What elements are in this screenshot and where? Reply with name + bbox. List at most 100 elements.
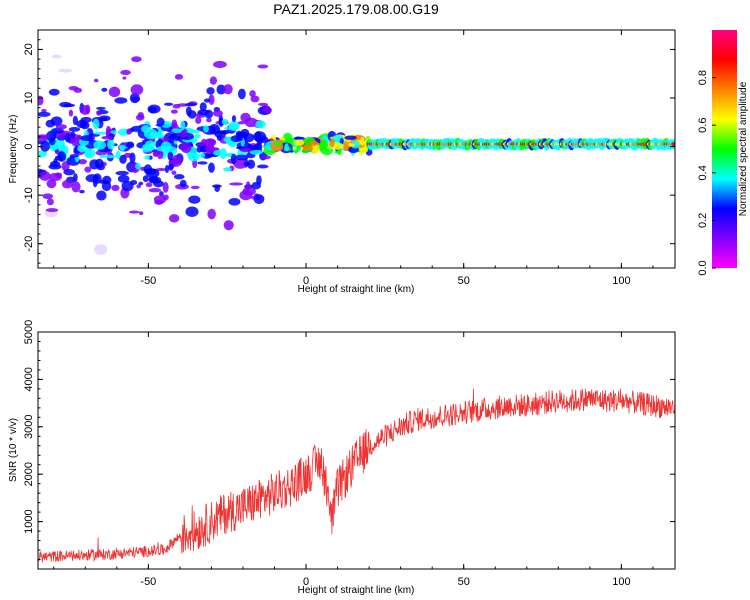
snr-x-tick-label: -50 xyxy=(140,576,156,588)
spectrogram-cell xyxy=(38,150,48,158)
spectrogram-cell xyxy=(199,153,206,159)
spectrogram-cell xyxy=(57,151,66,162)
spectrogram-cell xyxy=(223,220,234,231)
spectrogram-cell xyxy=(55,124,67,130)
spectrogram-cell xyxy=(206,117,212,123)
spectrogram-cell xyxy=(228,197,241,206)
spectrogram-cell xyxy=(50,160,61,168)
spectrogram-cell xyxy=(93,140,106,150)
colorbar-tick-label: 0.0 xyxy=(697,260,709,275)
spectrogram-x-tick-label: 50 xyxy=(458,275,470,287)
spectrogram-cell xyxy=(93,131,108,135)
snr-y-tick-label: 1000 xyxy=(23,509,35,533)
spectrogram-cell xyxy=(134,163,142,170)
spectrogram-cell xyxy=(42,193,54,200)
spectrogram-y-axis-label: Frequency (Hz) xyxy=(8,115,19,184)
spectrogram-cell xyxy=(107,139,115,150)
spectrogram-cell xyxy=(170,109,178,114)
spectrogram-cell xyxy=(230,153,237,165)
snr-x-axis-label: Height of straight line (km) xyxy=(298,585,415,596)
spectrogram-cell xyxy=(302,145,314,151)
snr-y-tick-label: 5000 xyxy=(23,320,35,344)
colorbar-tick-label: 0.2 xyxy=(697,213,709,228)
spectrogram-cell xyxy=(149,131,162,139)
spectrogram-cell xyxy=(68,109,74,117)
spectrogram-cell xyxy=(337,148,342,156)
spectrogram-cell xyxy=(126,128,132,135)
snr-frame xyxy=(37,331,676,570)
spectrogram-cell xyxy=(229,182,243,186)
colorbar-ticks: 0.0 0.2 0.4 0.6 0.8 xyxy=(697,70,716,276)
spectrogram-cell xyxy=(223,84,233,95)
spectrogram-cell xyxy=(249,90,256,98)
spectrogram-cell xyxy=(203,98,211,103)
spectrogram-cell xyxy=(311,143,320,154)
spectrogram-cell xyxy=(68,126,81,132)
spectrogram-marks xyxy=(38,54,675,255)
spectrogram-cell xyxy=(83,148,96,158)
snr-y-tick-label: 2000 xyxy=(23,462,35,486)
spectrogram-cell xyxy=(58,68,73,73)
snr-y-tick-label: 4000 xyxy=(23,367,35,391)
spectrogram-cell xyxy=(197,161,208,165)
spectrogram-cell xyxy=(85,104,91,115)
spectrogram-cell xyxy=(96,190,107,201)
spectrogram-cell xyxy=(246,159,256,169)
spectrogram-cell xyxy=(174,73,184,80)
spectrogram-cell xyxy=(153,150,160,156)
spectrogram-cell xyxy=(251,181,262,190)
spectrogram-cell xyxy=(216,134,222,141)
spectrogram-cell xyxy=(255,120,266,129)
spectrogram-cell xyxy=(102,175,112,185)
spectrogram-cell xyxy=(145,168,160,179)
spectrogram-cell xyxy=(129,92,140,104)
spectrogram-cell xyxy=(168,214,180,223)
spectrogram-cell xyxy=(180,120,186,131)
spectrogram-cell xyxy=(253,194,265,205)
spectrogram-ticks: -50 0 50 100 -20 -10 0 10 20 xyxy=(23,29,675,287)
spectrogram-cell xyxy=(118,144,126,151)
spectrogram-cell xyxy=(147,104,161,114)
spectrogram-cell xyxy=(92,118,100,130)
spectrogram-cell xyxy=(159,191,164,197)
spectrogram-cell xyxy=(256,164,269,169)
spectrogram-cell xyxy=(49,143,58,152)
spectrogram-cell xyxy=(138,181,144,186)
spectrogram-cell xyxy=(141,144,150,153)
spectrogram-cell xyxy=(190,185,200,190)
snr-x-tick-label: 100 xyxy=(612,576,630,588)
figure-title: PAZ1.2025.179.08.00.G19 xyxy=(273,1,439,17)
spectrogram-cell xyxy=(108,86,121,98)
spectrogram-cell xyxy=(46,198,54,206)
spectrogram-cell xyxy=(101,135,114,140)
spectrogram-cell xyxy=(249,149,263,155)
spectrogram-cell xyxy=(207,208,216,220)
spectrogram-cell xyxy=(179,179,187,188)
spectrogram-cell xyxy=(77,144,87,153)
spectrogram-cell xyxy=(130,84,144,96)
spectrogram-cell xyxy=(293,136,303,140)
spectrogram-cell xyxy=(239,190,253,201)
spectrogram-cell xyxy=(136,184,142,189)
snr-y-tick-label: 3000 xyxy=(23,415,35,439)
spectrogram-cell xyxy=(114,97,128,104)
spectrogram-cell xyxy=(68,85,79,91)
spectrogram-y-tick-label: 0 xyxy=(23,144,35,150)
spectrogram-cell xyxy=(329,138,335,148)
spectrogram-cell xyxy=(296,145,301,152)
spectrogram-y-tick-label: -20 xyxy=(23,236,35,252)
spectrogram-cell xyxy=(73,173,78,182)
spectrogram-cell xyxy=(138,211,144,216)
spectrogram-cell xyxy=(167,151,174,161)
spectrogram-cell xyxy=(140,125,152,133)
spectrogram-cell xyxy=(171,170,177,175)
snr-panel: -50 0 50 100 1000 2000 3000 4000 5000 Height of … xyxy=(8,320,676,596)
spectrogram-x-tick-label: 0 xyxy=(303,275,309,287)
snr-series-line xyxy=(37,388,676,563)
spectrogram-cell xyxy=(309,140,319,146)
spectrogram-cell xyxy=(195,116,202,124)
colorbar-tick-label: 0.6 xyxy=(697,118,709,133)
spectrogram-cell xyxy=(129,179,138,185)
